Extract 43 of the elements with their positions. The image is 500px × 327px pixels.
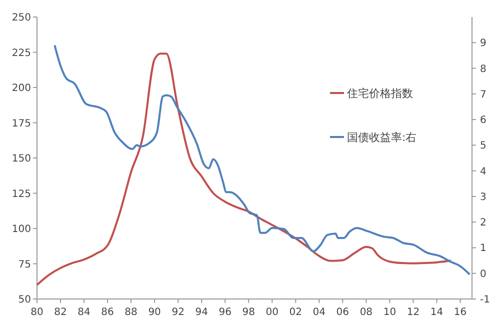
y-tick-label: 150	[12, 154, 31, 164]
y2-tick-label: 3	[480, 192, 486, 203]
y-tick-label: 100	[12, 224, 31, 235]
legend-label: 国债收益率:右	[347, 131, 417, 144]
y2-tick-label: 7	[480, 89, 486, 100]
x-tick-label: 00	[266, 307, 278, 318]
y2-tick-label: 2	[480, 218, 486, 229]
y-tick-label: 75	[18, 259, 31, 270]
x-tick-label: 88	[124, 307, 138, 318]
y2-tick-label: -1	[480, 294, 490, 306]
y-tick-label: 175	[12, 118, 31, 130]
x-tick-label: 92	[172, 307, 184, 318]
x-tick-label: 96	[218, 307, 232, 318]
y2-tick-label: 1	[480, 243, 486, 254]
x-tick-label: 10	[383, 307, 396, 318]
y-tick-label: 50	[18, 294, 31, 306]
y2-tick-label: 0	[480, 268, 486, 280]
x-tick-label: 84	[78, 307, 90, 318]
y-tick-label: 250	[12, 12, 31, 24]
x-tick-label: 06	[336, 307, 350, 318]
x-tick-label: 82	[54, 307, 67, 318]
x-tick-label: 98	[242, 307, 255, 318]
x-tick-label: 90	[148, 307, 161, 318]
y2-tick-label: 6	[480, 115, 486, 126]
line-series	[36, 52, 452, 286]
x-tick-label: 14	[430, 307, 444, 318]
x-tick-label: 16	[454, 307, 467, 318]
x-tick-label: 04	[312, 307, 326, 318]
x-tick-label: 86	[101, 307, 114, 318]
x-tick-label: 02	[289, 307, 302, 318]
x-tick-label: 94	[195, 307, 208, 318]
legend-label: 住宅价格指数	[347, 87, 413, 100]
x-tick-label: 12	[406, 307, 420, 318]
line-series	[54, 44, 471, 276]
y-tick-label: 125	[12, 188, 31, 200]
y2-tick-label: 9	[480, 38, 486, 50]
x-tick-label: 08	[360, 307, 373, 318]
y-tick-label: 200	[12, 83, 31, 94]
y2-tick-label: 5	[480, 140, 486, 152]
y2-tick-label: 8	[480, 64, 486, 75]
x-tick-label: 80	[30, 307, 44, 318]
y2-tick-label: 4	[480, 166, 486, 178]
y-tick-label: 225	[12, 48, 31, 59]
